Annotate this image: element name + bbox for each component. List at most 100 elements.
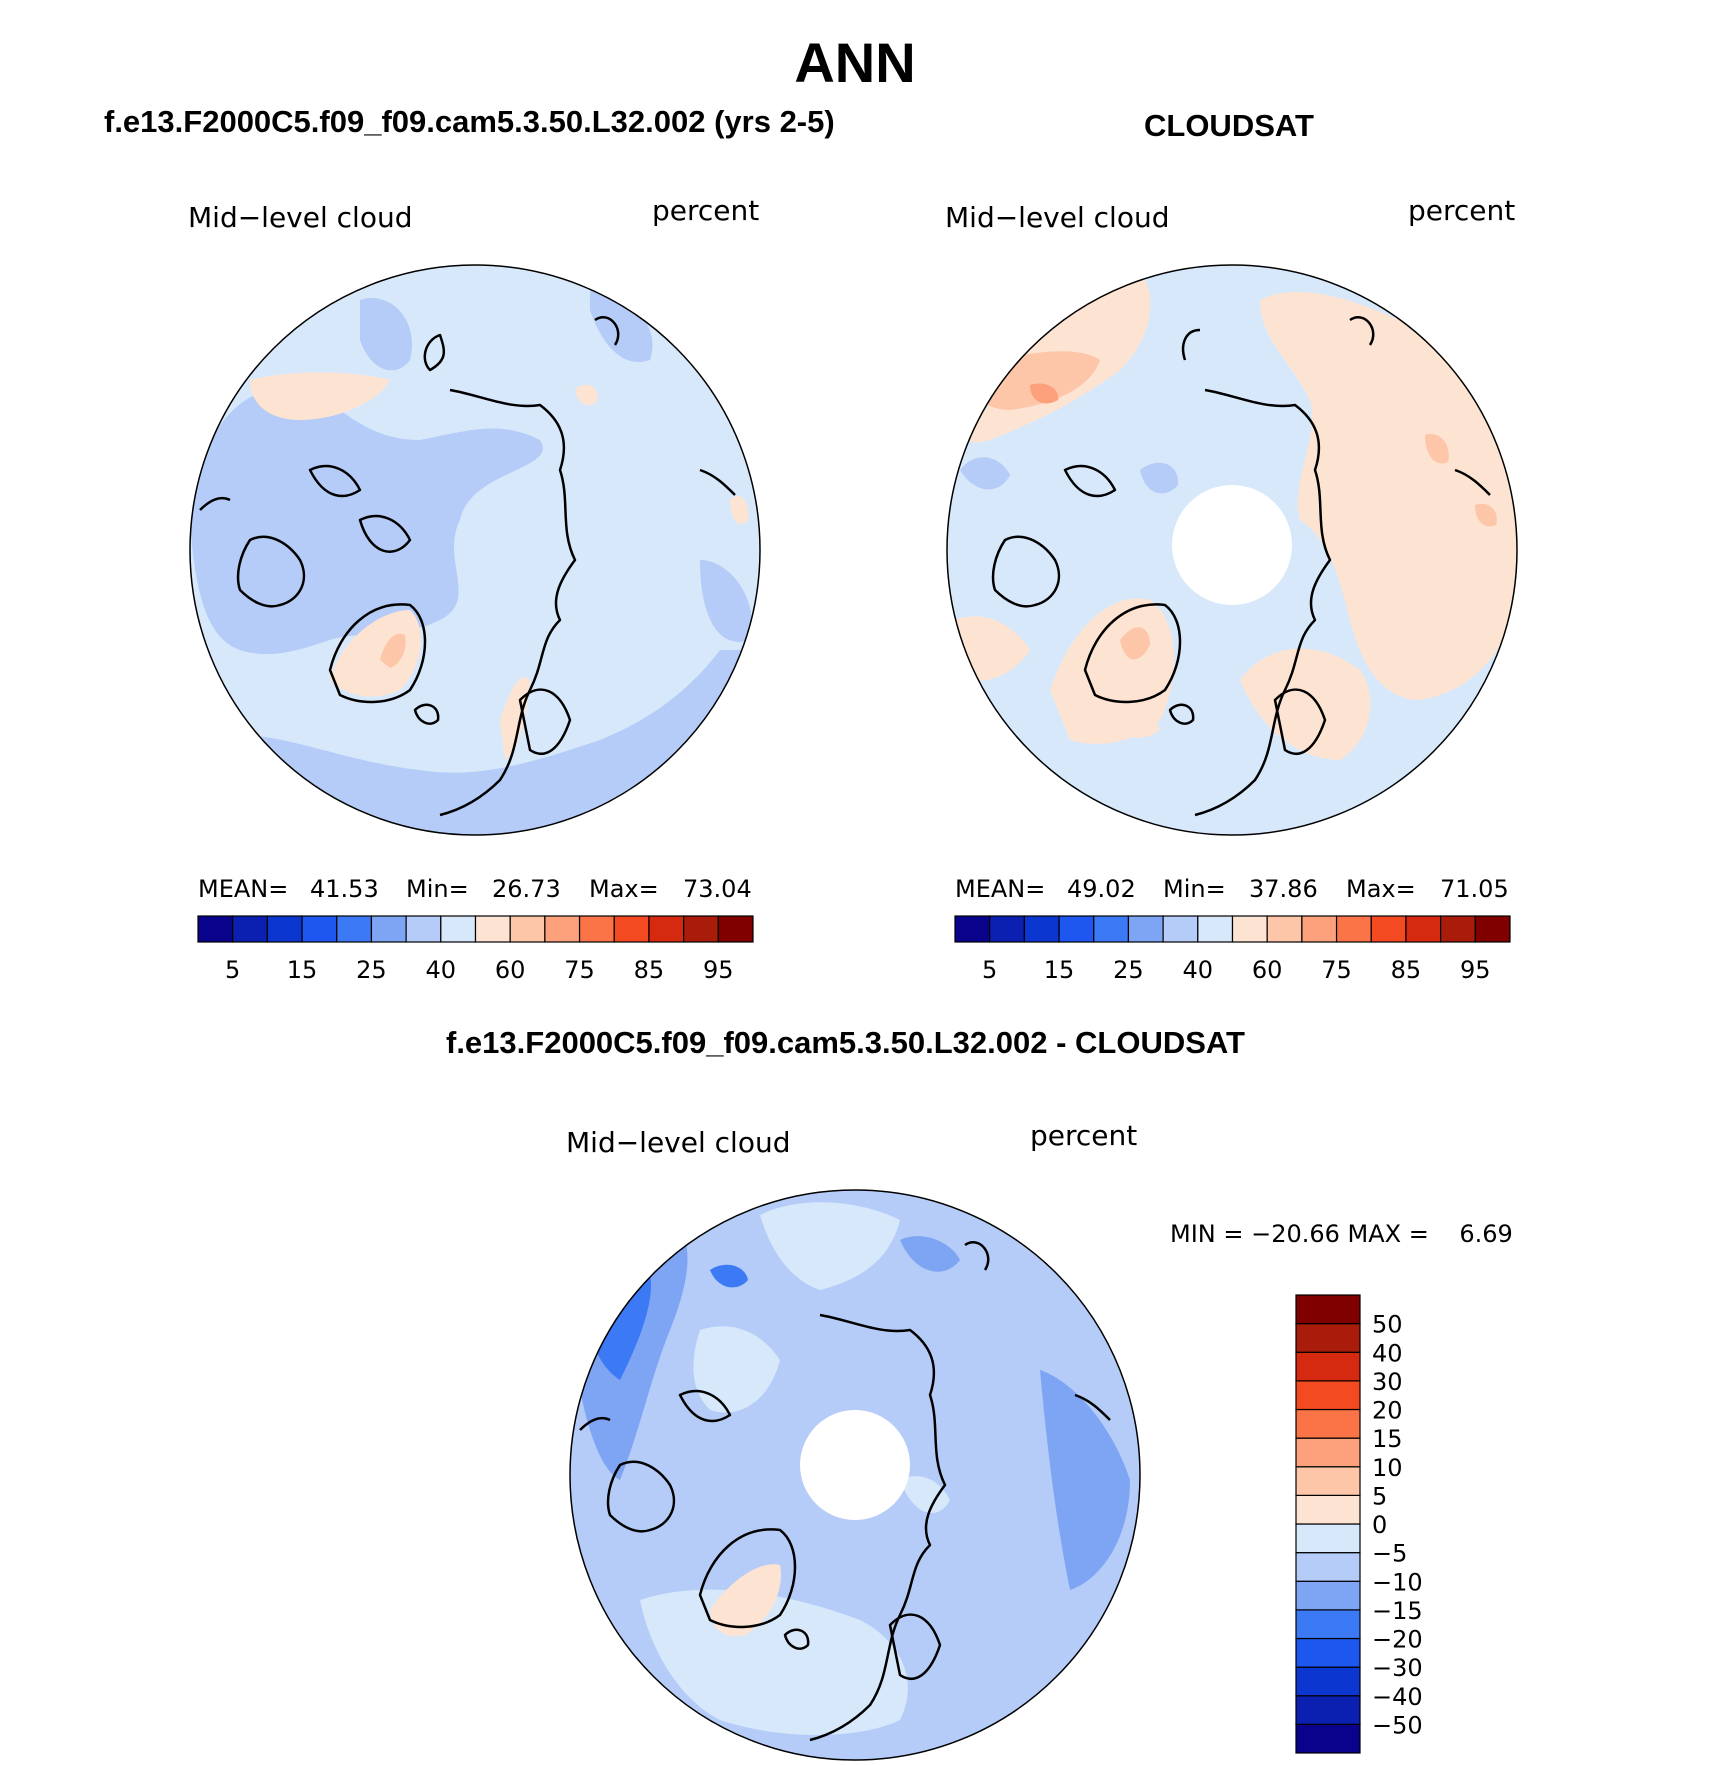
obs-colorbar-tick-label: 5 — [982, 956, 997, 984]
model-colorbar: 5 15 25 40 60 75 85 95 — [197, 915, 754, 984]
diff-stats: MIN = −20.66 MAX = 6.69 — [1170, 1220, 1513, 1248]
obs-colorbar-swatch — [1093, 915, 1130, 943]
obs-region-warm-11 — [1110, 696, 1160, 738]
obs-map-border — [946, 264, 1518, 836]
model-colorbar-swatch — [544, 915, 581, 943]
obs-region-warm-4 — [1260, 291, 1517, 700]
diff-colorbar-swatch — [1295, 1380, 1361, 1411]
diff-colorbar-swatch — [1295, 1494, 1361, 1525]
model-region-warm-2 — [330, 610, 421, 697]
diff-colorbar-tick-label: 10 — [1372, 1454, 1403, 1482]
diff-region-small-neg-1 — [760, 1202, 900, 1290]
model-max-label: Max= — [589, 875, 659, 903]
obs-colorbar-swatch — [1231, 915, 1268, 943]
model-region-warm-5 — [575, 384, 598, 406]
diff-colorbar-swatch — [1295, 1523, 1361, 1554]
model-region-warm-6 — [730, 496, 749, 524]
obs-region-warm-3 — [1030, 383, 1059, 404]
diff-region-small-neg-2 — [693, 1326, 780, 1413]
diff-coastlines — [579, 1241, 1111, 1742]
obs-colorbar-swatch — [1127, 915, 1164, 943]
model-map-border — [189, 264, 761, 836]
obs-colorbar-swatch — [1370, 915, 1407, 943]
model-max-value: 73.04 — [683, 875, 752, 903]
obs-colorbar: 5 15 25 40 60 75 85 95 — [954, 915, 1511, 984]
diff-colorbar-tick-label: 0 — [1372, 1511, 1387, 1539]
obs-mean-label: MEAN= — [955, 875, 1045, 903]
diff-colorbar-tick-label: 40 — [1372, 1339, 1403, 1367]
diff-colorbar-swatch — [1295, 1294, 1361, 1325]
obs-colorbar-tick-label: 15 — [1044, 956, 1075, 984]
model-colorbar-swatch — [578, 915, 615, 943]
obs-colorbar-swatch — [1162, 915, 1199, 943]
obs-variable-label: Mid−level cloud — [945, 201, 1169, 234]
diff-colorbar-tick-label: −30 — [1372, 1654, 1423, 1682]
model-min-value: 26.73 — [492, 875, 561, 903]
model-panel: Mid−level cloud percent — [188, 194, 761, 984]
model-colorbar-swatch — [301, 915, 338, 943]
obs-colorbar-tick-label: 60 — [1252, 956, 1283, 984]
obs-region-warm-8 — [1120, 627, 1150, 660]
diff-colorbar-tick-label: −5 — [1372, 1540, 1407, 1568]
model-variable-label: Mid−level cloud — [188, 201, 412, 234]
diff-variable-label: Mid−level cloud — [566, 1126, 790, 1159]
model-colorbar-tick-label: 60 — [495, 956, 526, 984]
model-mean-label: MEAN= — [198, 875, 288, 903]
diff-colorbar-swatch — [1295, 1466, 1361, 1496]
diff-colorbar-tick-label: −50 — [1372, 1711, 1423, 1739]
diff-colorbar-tick-label: −20 — [1372, 1626, 1423, 1654]
obs-colorbar-swatch — [1301, 915, 1338, 943]
obs-polar-gap — [1172, 485, 1292, 605]
model-mean-value: 41.53 — [310, 875, 379, 903]
model-colorbar-swatch — [336, 915, 373, 943]
obs-colorbar-tick-label: 95 — [1460, 956, 1491, 984]
diff-colorbar-tick-label: −40 — [1372, 1683, 1423, 1711]
model-colorbar-swatch — [683, 915, 719, 943]
diff-colorbar-swatch — [1295, 1437, 1361, 1468]
diff-colorbar-swatch — [1295, 1609, 1361, 1640]
obs-region-warm-10 — [955, 616, 1030, 681]
model-colorbar-swatch — [370, 915, 407, 943]
model-polar-map — [190, 265, 760, 835]
obs-colorbar-tick-label: 75 — [1321, 956, 1352, 984]
obs-colorbar-swatch — [1266, 915, 1303, 943]
model-colorbar-swatch — [648, 915, 685, 943]
diff-region-warm — [710, 1564, 781, 1637]
model-colorbar-swatch — [197, 915, 234, 943]
diff-colorbar-swatch — [1295, 1637, 1361, 1668]
obs-region-warm-6 — [1475, 503, 1497, 527]
obs-region-lowcloud-2 — [1140, 462, 1179, 494]
model-colorbar-swatch — [613, 915, 650, 943]
obs-colorbar-tick-label: 40 — [1183, 956, 1214, 984]
obs-region-warm-5 — [1425, 434, 1449, 464]
diff-colorbar-tick-label: 20 — [1372, 1397, 1403, 1425]
obs-units-label: percent — [1408, 194, 1515, 227]
obs-region-warm-9 — [1240, 648, 1371, 760]
obs-mean-value: 49.02 — [1067, 875, 1136, 903]
model-colorbar-swatch — [717, 915, 754, 943]
model-colorbar-swatch — [266, 915, 303, 943]
model-region-lowcloud-4 — [590, 290, 653, 362]
diff-region-small-neg-4 — [900, 1476, 950, 1514]
diff-polar-gap — [800, 1410, 910, 1520]
model-units-label: percent — [652, 194, 759, 227]
model-colorbar-swatch — [509, 915, 546, 943]
diff-colorbar-tick-label: 50 — [1372, 1311, 1403, 1339]
obs-coastlines — [991, 316, 1491, 817]
obs-colorbar-swatch — [1335, 915, 1372, 943]
diff-panel: Mid−level cloud percent MIN = −20.66 MAX… — [566, 1119, 1513, 1761]
model-colorbar-tick-label: 95 — [703, 956, 734, 984]
obs-colorbar-swatch — [1023, 915, 1060, 943]
obs-colorbar-tick-label: 85 — [1391, 956, 1422, 984]
diff-colorbar-swatch — [1295, 1695, 1361, 1725]
diff-colorbar-swatch — [1295, 1351, 1361, 1382]
diff-colorbar-tick-label: −15 — [1372, 1597, 1423, 1625]
model-colorbar-tick-label: 75 — [564, 956, 595, 984]
diff-colorbar-tick-label: 15 — [1372, 1425, 1403, 1453]
diff-units-label: percent — [1030, 1119, 1137, 1152]
model-coastlines — [199, 316, 736, 817]
diff-colorbar-tick-label: 5 — [1372, 1482, 1387, 1510]
diff-colorbar-swatch — [1295, 1408, 1361, 1439]
diff-colorbar-tick-label: 30 — [1372, 1368, 1403, 1396]
